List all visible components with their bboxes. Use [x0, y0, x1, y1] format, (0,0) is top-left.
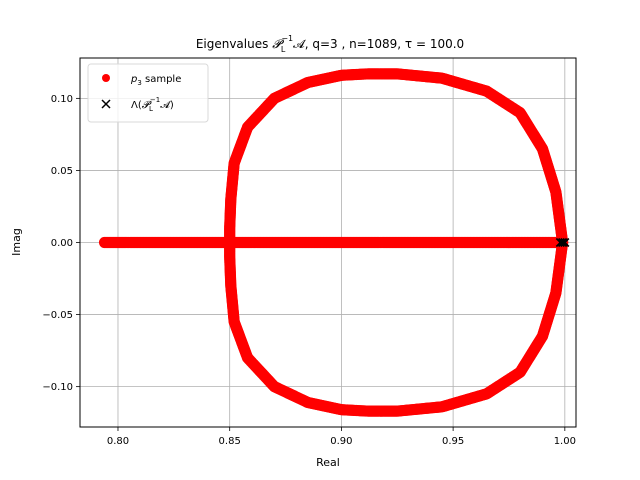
plot-area: [98, 68, 570, 417]
legend-marker-x: [101, 99, 111, 109]
x-tick-label: 0.90: [330, 436, 352, 447]
legend-spectrum-superscript: −1: [150, 96, 160, 104]
y-axis-label: Imag: [10, 228, 23, 256]
y-axis-ticks: −0.10 −0.05 0.00 0.05 0.10: [42, 94, 80, 393]
x-axis-label: Real: [316, 456, 340, 469]
spectrum-point: [560, 237, 570, 248]
legend-spectrum-prefix: Λ(: [131, 100, 142, 111]
legend-sample-subscript: 3: [137, 79, 141, 87]
legend-spectrum-subscript: L: [149, 105, 153, 113]
legend-entry-spectrum: Λ(𝓟L−1𝓐): [131, 96, 174, 113]
x-tick-label: 0.85: [219, 436, 241, 447]
x-tick-label: 1.00: [554, 436, 576, 447]
title-symbol-superscript: −1: [281, 34, 293, 43]
legend-marker-circle: [102, 74, 110, 82]
legend-sample-symbol: p: [130, 74, 137, 85]
title-prefix: Eigenvalues: [196, 37, 272, 51]
legend-box: [87, 63, 209, 123]
title-suffix: 𝓐, q=3 , n=1089, τ = 100.0: [293, 37, 464, 51]
y-tick-label: 0.00: [51, 238, 73, 249]
legend-entry-sample: p3 sample: [130, 74, 181, 87]
legend: p3 sample Λ(𝓟L−1𝓐): [87, 63, 209, 123]
y-tick-label: 0.05: [51, 166, 73, 177]
x-axis-ticks: 0.80 0.85 0.90 0.95 1.00: [107, 427, 576, 447]
spectrum-point: [558, 237, 568, 248]
legend-spectrum-suffix: 𝓐): [160, 100, 174, 111]
title-symbol-subscript: L: [281, 45, 286, 54]
x-tick-label: 0.80: [107, 436, 129, 447]
legend-spectrum-symbol: 𝓟: [142, 100, 152, 111]
legend-sample-suffix: sample: [142, 74, 182, 85]
y-tick-label: −0.10: [42, 382, 73, 393]
y-tick-label: 0.10: [51, 94, 73, 105]
chart-title: Eigenvalues 𝓟L−1𝓐, q=3 , n=1089, τ = 100…: [196, 34, 464, 54]
y-tick-label: −0.05: [42, 310, 73, 321]
x-tick-label: 0.95: [442, 436, 464, 447]
